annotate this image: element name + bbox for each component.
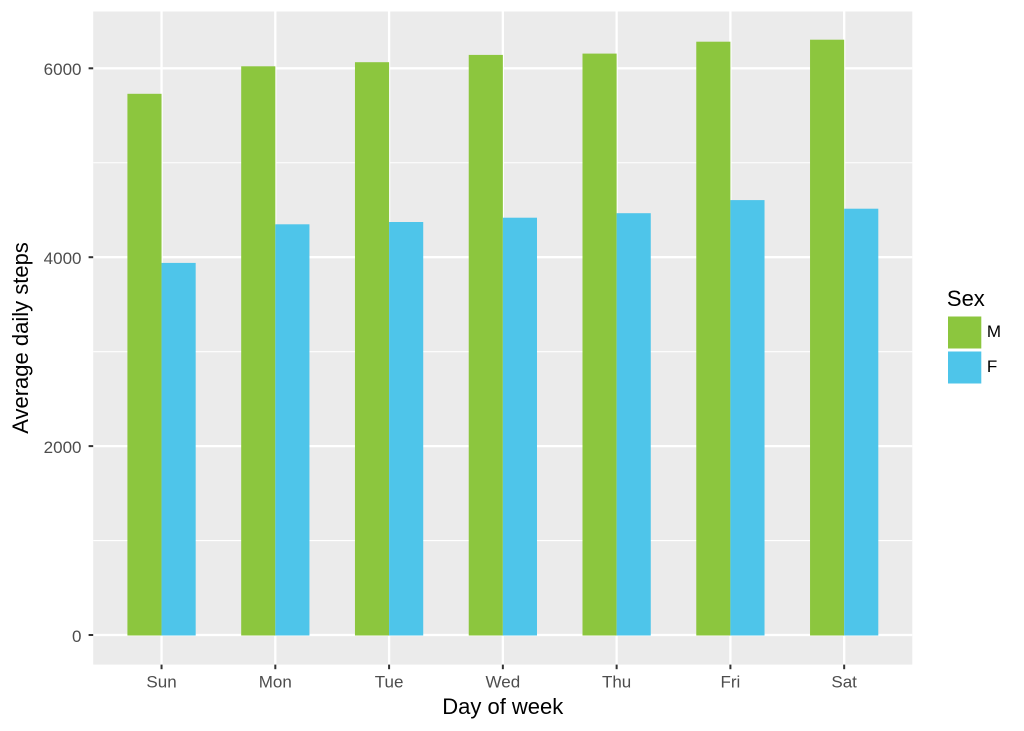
svg-text:Sex: Sex	[947, 286, 985, 311]
svg-text:6000: 6000	[44, 60, 82, 79]
svg-text:Average daily steps: Average daily steps	[8, 242, 33, 434]
svg-text:Mon: Mon	[259, 672, 292, 691]
svg-text:Day of week: Day of week	[442, 694, 564, 719]
svg-text:Sat: Sat	[831, 672, 857, 691]
svg-text:F: F	[987, 357, 997, 376]
svg-text:4000: 4000	[44, 249, 82, 268]
svg-text:Fri: Fri	[720, 672, 740, 691]
svg-text:0: 0	[72, 627, 81, 646]
svg-text:M: M	[987, 322, 1001, 341]
svg-text:Thu: Thu	[602, 672, 631, 691]
svg-text:2000: 2000	[44, 438, 82, 457]
svg-text:Wed: Wed	[486, 672, 521, 691]
svg-text:Sun: Sun	[146, 672, 176, 691]
svg-text:Tue: Tue	[375, 672, 404, 691]
